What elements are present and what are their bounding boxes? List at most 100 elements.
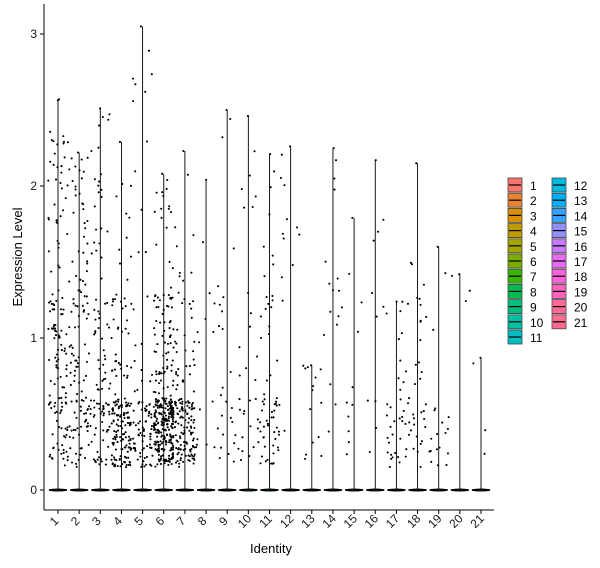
data-point (52, 303, 55, 306)
data-point (256, 427, 259, 430)
x-axis-ticks: 1 2 3 4 5 6 7 8 9 10 11 12 13 14 15 16 17 18 19 20 21 (47, 510, 487, 531)
data-point (119, 436, 122, 439)
data-point (143, 407, 147, 410)
data-point (262, 403, 266, 406)
violin-body (112, 488, 131, 492)
data-point (360, 301, 363, 304)
data-point (90, 440, 93, 443)
data-point (155, 417, 158, 420)
data-point (304, 453, 308, 456)
data-point (345, 453, 348, 456)
data-point (86, 422, 89, 425)
data-point (265, 295, 268, 299)
data-point (483, 452, 486, 455)
data-point (171, 456, 174, 459)
data-point (98, 317, 101, 320)
data-point (192, 350, 195, 353)
data-point (123, 397, 126, 400)
data-point (205, 443, 208, 446)
data-point (100, 460, 103, 463)
data-point (63, 156, 66, 159)
data-point (63, 349, 66, 353)
data-point-max (76, 151, 80, 154)
data-point (146, 445, 149, 448)
legend-label: 14 (574, 209, 588, 223)
data-point (64, 396, 67, 399)
data-point (108, 326, 111, 329)
data-point (419, 339, 422, 342)
data-point (73, 379, 76, 383)
x-tick-label: 21 (467, 511, 487, 531)
data-point (48, 455, 51, 458)
data-point (324, 260, 327, 263)
data-point (82, 235, 86, 238)
data-point (72, 354, 75, 357)
data-point (238, 408, 242, 411)
data-point (382, 218, 385, 221)
data-point (414, 363, 417, 366)
data-point (158, 370, 161, 374)
data-point (391, 433, 394, 436)
data-point (176, 412, 179, 415)
data-point (238, 398, 241, 401)
data-point (62, 451, 65, 454)
data-point (116, 465, 119, 468)
data-point (398, 417, 401, 420)
data-point (311, 389, 314, 392)
data-point (172, 453, 175, 456)
data-point (119, 363, 122, 366)
data-point (397, 377, 400, 380)
data-point (261, 400, 264, 403)
data-point (311, 385, 315, 388)
violin-body (260, 488, 279, 492)
data-point (168, 335, 172, 338)
data-point (386, 436, 389, 439)
violin-body (239, 488, 258, 492)
data-point (59, 375, 62, 378)
data-point (160, 413, 163, 416)
data-point (320, 454, 323, 457)
data-point (93, 241, 96, 244)
data-point-max (289, 145, 292, 148)
data-point (70, 157, 73, 160)
data-point (74, 304, 77, 307)
data-point (103, 354, 106, 357)
data-point (190, 453, 193, 456)
data-point (134, 83, 137, 86)
data-point (271, 254, 274, 257)
data-point (170, 462, 173, 466)
data-point (141, 426, 144, 429)
data-point (198, 341, 201, 344)
data-point (153, 426, 156, 429)
data-point (73, 369, 77, 372)
data-point (87, 313, 90, 316)
data-point (192, 300, 195, 303)
data-point (101, 115, 104, 119)
x-tick-label: 11 (256, 512, 275, 531)
data-point (170, 405, 173, 408)
data-point (66, 459, 69, 462)
data-point (178, 462, 181, 465)
data-point (175, 372, 178, 376)
data-point (424, 403, 427, 406)
data-point (182, 460, 185, 463)
data-point (124, 327, 127, 330)
data-point (179, 437, 182, 440)
y-tick-label: 2 (30, 179, 37, 193)
data-point (153, 333, 156, 336)
data-point (60, 408, 63, 412)
data-point (134, 344, 137, 347)
data-point (175, 370, 178, 374)
data-point (166, 422, 169, 426)
data-point (59, 411, 62, 415)
data-point (65, 333, 68, 336)
data-point (271, 462, 274, 465)
data-point (170, 446, 173, 450)
data-point (105, 402, 108, 405)
data-point (150, 446, 153, 449)
legend-label: 20 (574, 301, 588, 315)
data-point (243, 410, 246, 413)
data-point (129, 437, 132, 440)
data-point (129, 423, 132, 426)
data-point (156, 463, 159, 466)
